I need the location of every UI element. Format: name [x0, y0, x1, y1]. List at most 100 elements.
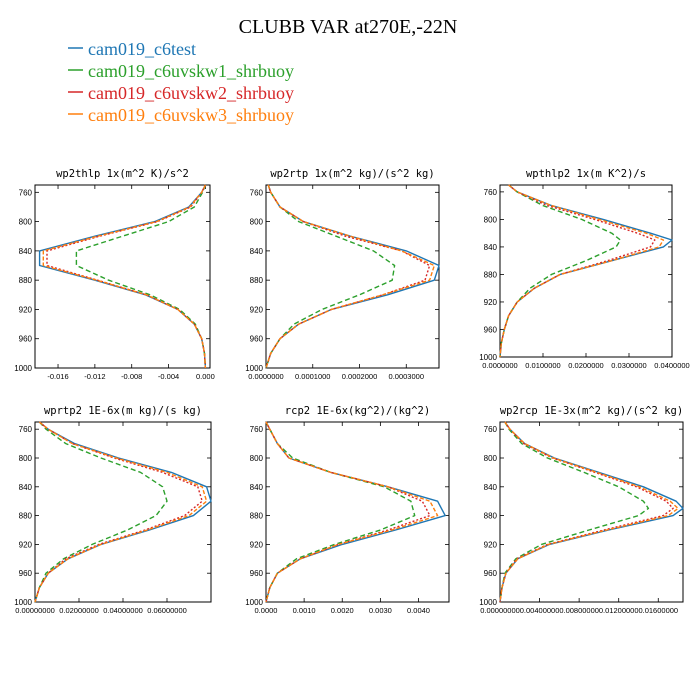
y-tick-label: 1000	[14, 598, 32, 607]
y-tick-label: 960	[484, 569, 498, 578]
series-line	[499, 184, 673, 358]
series-line	[499, 421, 674, 603]
series-line	[499, 184, 656, 358]
series-line	[265, 421, 446, 603]
plot-frame	[34, 184, 211, 369]
y-tick-label: 1000	[245, 598, 263, 607]
series-line	[34, 421, 212, 603]
legend-label: cam019_c6uvskw3_shrbuoy	[88, 105, 294, 125]
x-tick-label: 0.0020	[331, 606, 354, 615]
chart-panel: wpthlp2 1x(m K^2)/s 760 800 840 880 920 960 100…	[479, 168, 690, 370]
series-line	[34, 421, 203, 603]
legend-entry: cam019_c6uvskw2_shrbuoy	[68, 83, 294, 103]
y-tick-label: 880	[19, 512, 33, 521]
y-tick-label: 960	[19, 569, 33, 578]
x-tick-label: 0.06000000	[147, 606, 187, 615]
series-line	[75, 184, 207, 369]
y-tick-label: 880	[250, 276, 264, 285]
y-tick-label: 960	[250, 569, 264, 578]
x-tick-label: 0.0400000	[654, 361, 689, 370]
y-tick-label: 880	[19, 276, 33, 285]
legend-label: cam019_c6uvskw1_shrbuoy	[88, 61, 294, 81]
x-tick-label: 0.0300000	[611, 361, 646, 370]
chart-panel: wp2thlp 1x(m^2 K)/s^2 760 800 840 880 920 960 1…	[14, 168, 215, 381]
x-tick-label: 0.000	[196, 372, 215, 381]
series-line	[265, 184, 440, 369]
series-line	[42, 184, 207, 369]
x-tick-label: 0.00400000	[520, 606, 560, 615]
y-tick-label: 920	[484, 298, 498, 307]
x-tick-label: 0.0010	[293, 606, 316, 615]
plot-frame	[499, 421, 684, 603]
x-tick-label: 0.0003000	[389, 372, 424, 381]
y-tick-label: 760	[484, 188, 498, 197]
y-tick-label: 920	[250, 540, 264, 549]
y-tick-label: 920	[19, 305, 33, 314]
x-tick-label: -0.012	[84, 372, 105, 381]
x-tick-label: 0.00800000	[559, 606, 599, 615]
plot-frame	[265, 421, 450, 603]
series-line	[265, 421, 416, 603]
chart-panel: wp2rtp 1x(m^2 kg)/(s^2 kg) 760 800 840 880 92…	[245, 168, 440, 381]
series-line	[265, 184, 396, 369]
y-tick-label: 760	[250, 188, 264, 197]
figure-title: CLUBB VAR at270E,-22N	[239, 16, 458, 38]
series-line	[265, 421, 439, 603]
y-tick-label: 760	[250, 425, 264, 434]
series-line	[499, 421, 679, 603]
y-tick-label: 840	[19, 483, 33, 492]
panel-title: wp2thlp 1x(m^2 K)/s^2	[56, 168, 189, 180]
y-tick-label: 920	[19, 540, 33, 549]
y-tick-label: 760	[484, 425, 498, 434]
x-tick-label: 0.0000	[255, 606, 278, 615]
series-line	[499, 421, 650, 603]
y-tick-label: 1000	[479, 353, 497, 362]
series-line	[34, 421, 208, 603]
series-line	[499, 184, 622, 358]
legend-label: cam019_c6test	[88, 39, 196, 59]
panel-title: wpthlp2 1x(m K^2)/s	[526, 168, 646, 180]
x-tick-label: 0.0000000	[482, 361, 517, 370]
x-tick-label: -0.016	[47, 372, 68, 381]
y-tick-label: 880	[484, 270, 498, 279]
y-tick-label: 960	[19, 335, 33, 344]
legend-entry: cam019_c6uvskw1_shrbuoy	[68, 61, 294, 81]
y-tick-label: 840	[250, 247, 264, 256]
x-tick-label: 0.02000000	[59, 606, 99, 615]
series-line	[265, 184, 435, 369]
y-tick-label: 800	[19, 218, 33, 227]
series-line	[46, 184, 207, 369]
x-tick-label: 0.00000000	[15, 606, 55, 615]
legend-entry: cam019_c6uvskw3_shrbuoy	[68, 105, 294, 125]
chart-panel: rcp2 1E-6x(kg^2)/(kg^2) 760 800 840 880 920 96…	[245, 405, 450, 615]
x-tick-label: 0.0200000	[568, 361, 603, 370]
y-tick-label: 880	[250, 512, 264, 521]
x-tick-label: -0.004	[158, 372, 179, 381]
x-tick-label: 0.04000000	[103, 606, 143, 615]
y-tick-label: 760	[19, 188, 33, 197]
series-line	[499, 184, 665, 358]
series-line	[265, 184, 431, 369]
plot-frame	[34, 421, 212, 603]
legend-entry: cam019_c6test	[68, 39, 196, 59]
x-tick-label: 0.0001000	[295, 372, 330, 381]
panel-title: wp2rcp 1E-3x(m^2 kg)/(s^2 kg)	[500, 405, 683, 417]
x-tick-label: 0.0040	[407, 606, 430, 615]
x-tick-label: 0.0100000	[525, 361, 560, 370]
y-tick-label: 800	[484, 454, 498, 463]
y-tick-label: 760	[19, 425, 33, 434]
x-tick-label: 0.0000000	[248, 372, 283, 381]
chart-panel: wp2rcp 1E-3x(m^2 kg)/(s^2 kg)760 800 840 88…	[479, 405, 684, 615]
y-tick-label: 800	[250, 454, 264, 463]
panel-title: wprtp2 1E-6x(m kg)/(s kg)	[44, 405, 202, 417]
y-tick-label: 840	[484, 483, 498, 492]
x-tick-label: 0.01200000	[599, 606, 639, 615]
legend: cam019_c6test cam019_c6uvskw1_shrbuoy ca…	[68, 39, 294, 125]
x-tick-label: 0.01600000	[638, 606, 678, 615]
plot-frame	[499, 184, 673, 358]
x-tick-label: 0.0002000	[342, 372, 377, 381]
legend-label: cam019_c6uvskw2_shrbuoy	[88, 83, 294, 103]
panel-title: rcp2 1E-6x(kg^2)/(kg^2)	[285, 405, 430, 417]
x-tick-label: -0.008	[121, 372, 142, 381]
